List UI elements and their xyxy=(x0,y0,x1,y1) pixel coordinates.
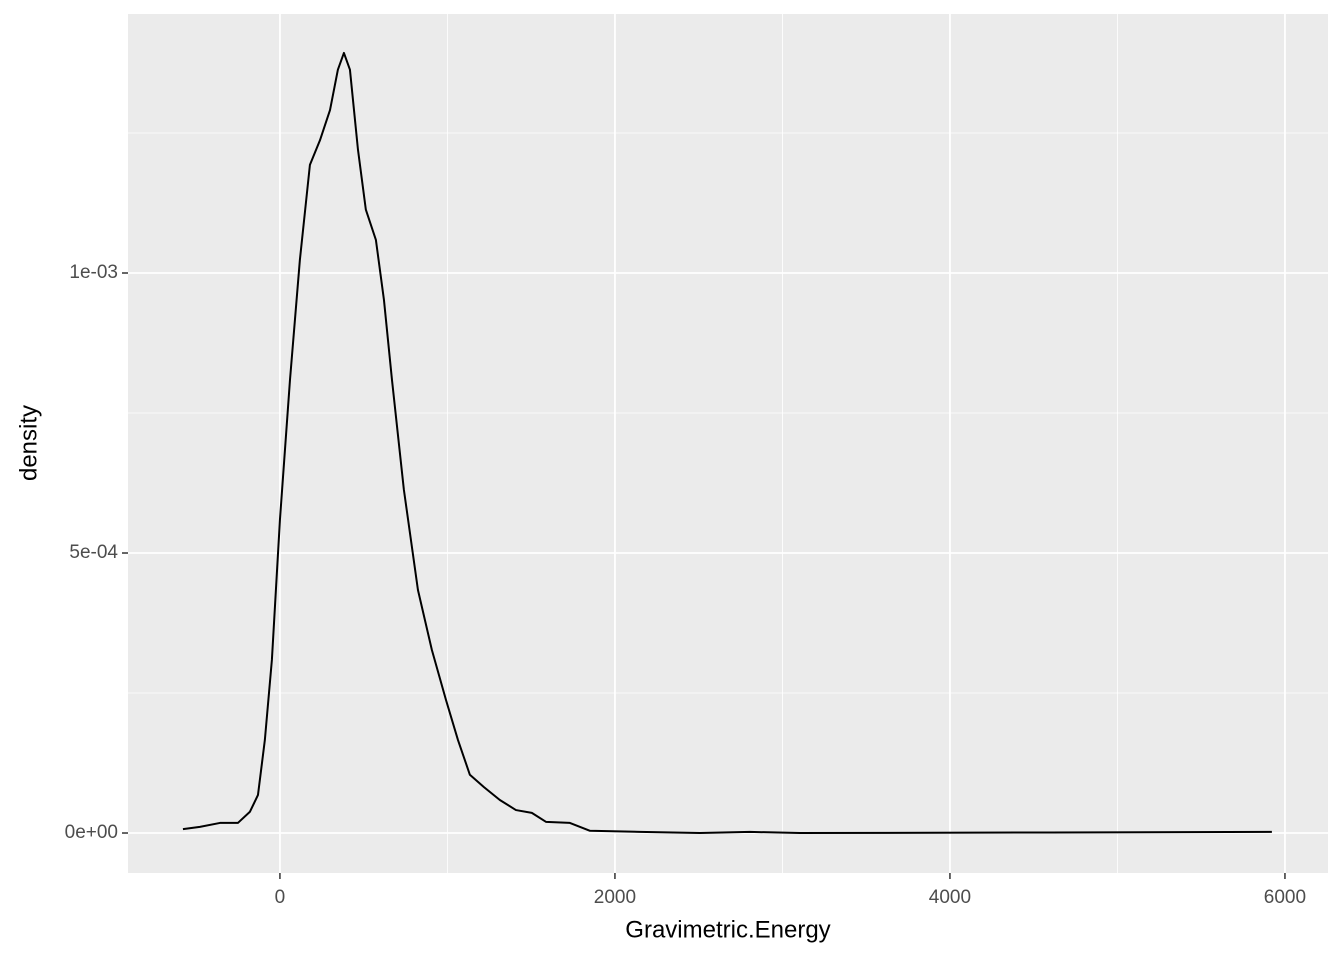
x-tick-label: 6000 xyxy=(1264,887,1306,908)
x-tick-label: 4000 xyxy=(929,887,971,908)
x-tick-label: 2000 xyxy=(594,887,636,908)
density-line xyxy=(182,51,1272,835)
y-tick-label: 1e-03 xyxy=(69,262,118,283)
x-axis-title: Gravimetric.Energy xyxy=(625,916,830,943)
panel-background xyxy=(128,14,1328,873)
y-axis-title: density xyxy=(15,405,42,481)
y-tick-label: 5e-04 xyxy=(69,542,118,563)
y-tick-label: 0e+00 xyxy=(65,822,118,843)
x-tick-label: 0 xyxy=(275,887,286,908)
